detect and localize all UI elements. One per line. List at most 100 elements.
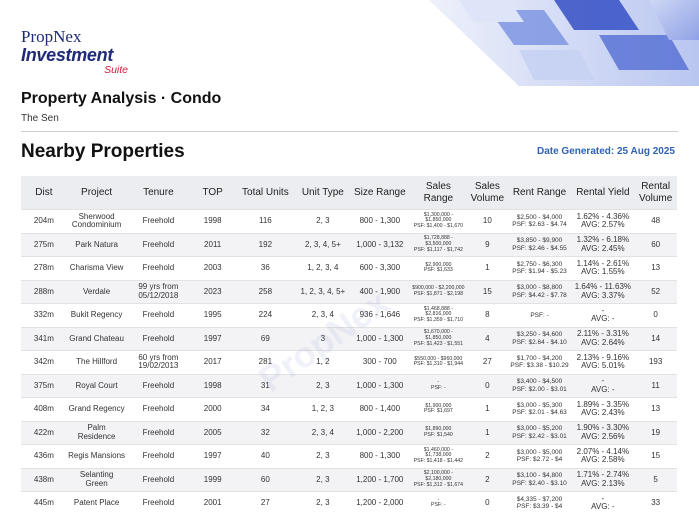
table-cell: 0 (467, 373, 508, 398)
header-decoration (369, 0, 699, 86)
table-cell: 1997 (190, 326, 236, 351)
table-cell: - AVG: - (571, 303, 635, 327)
table-cell: 1, 2, 3, 4, 5+ (295, 279, 350, 304)
table-cell: 32 (235, 420, 296, 445)
table-cell: Park Natura (66, 232, 127, 257)
table-cell: 34 (235, 397, 296, 421)
table-cell: 1.32% - 6.18% AVG: 2.45% (571, 232, 635, 257)
table-cell: Freehold (126, 373, 191, 398)
table-cell: 2, 3 (295, 373, 350, 398)
table-cell: 258 (235, 279, 296, 304)
table-cell: $550,000 - $960,000 PSF: $1,310 - $1,944 (409, 350, 468, 374)
table-cell: 2011 (190, 232, 236, 257)
table-cell: 1999 (190, 467, 236, 492)
column-header: Rent Range (507, 176, 572, 210)
table-cell: 342m (21, 350, 67, 374)
table-cell: 2, 3 (295, 491, 350, 515)
table-cell: 8 (467, 303, 508, 327)
table-cell: 1995 (190, 303, 236, 327)
table-cell: $3,400 - $4,500 PSF: $2.00 - $3.01 (507, 373, 572, 398)
table-cell: Palm Residence (66, 420, 127, 445)
table-cell: - PSF: - (409, 373, 468, 398)
table-cell: Grand Regency (66, 397, 127, 421)
table-cell: 40 (235, 444, 296, 468)
table-cell: $4,335 - $7,200 PSF: $3.39 - $4 (507, 491, 572, 515)
table-cell: 60 (235, 467, 296, 492)
table-cell: $1,728,888 - $3,500,000 PSF: $1,117 - $1,… (409, 232, 468, 257)
column-header: Rental Yield (571, 176, 635, 210)
table-cell: 1,200 - 2,000 (350, 491, 410, 515)
table-cell: 99 yrs from 05/12/2018 (126, 279, 191, 304)
table-cell: 224 (235, 303, 296, 327)
table-cell: 2 (467, 467, 508, 492)
table-cell: 936 - 1,646 (350, 303, 410, 327)
table-body: 204m Sherwood Condominium Freehold 1998 116 2… (21, 209, 677, 515)
table-cell: 2.07% - 4.14% AVG: 2.58% (571, 444, 635, 468)
table-cell: 1 (467, 256, 508, 280)
table-cell: 438m (21, 467, 67, 492)
table-cell: 11 (634, 373, 677, 398)
table-cell: 1.89% - 3.35% AVG: 2.43% (571, 397, 635, 421)
table-cell: 2 (467, 444, 508, 468)
table-cell: 1.62% - 4.36% AVG: 2.57% (571, 209, 635, 233)
table-cell: $1,890,000 PSF: $1,540 (409, 420, 468, 445)
table-cell: 60 yrs from 19/02/2013 (126, 350, 191, 374)
date-generated: Date Generated: 25 Aug 2025 (536, 146, 675, 157)
table-cell: 1,000 - 1,300 (350, 373, 410, 398)
table-cell: - PSF: - (409, 491, 468, 515)
table-cell: 288m (21, 279, 67, 304)
table-cell: 1997 (190, 444, 236, 468)
table-cell: 1, 2, 3 (295, 397, 350, 421)
page-subtitle: The Sen (21, 113, 59, 124)
table-cell: 445m (21, 491, 67, 515)
table-cell: 2.13% - 9.16% AVG: 5.01% (571, 350, 635, 374)
table-row: 408m Grand Regency Freehold 2000 34 1, 2, 3 80… (21, 397, 677, 421)
column-header: Unit Type (295, 176, 350, 210)
table-cell: Freehold (126, 209, 191, 233)
table-cell: 1.71% - 2.74% AVG: 2.13% (571, 467, 635, 492)
page-title: Property Analysis · Condo (21, 90, 222, 107)
table-cell: 1,000 - 1,300 (350, 326, 410, 351)
table-row: 341m Grand Chateau Freehold 1997 69 3 1,000 - … (21, 326, 677, 351)
table-cell: $3,000 - $5,000 PSF: $2.72 - $4 (507, 444, 572, 468)
table-cell: $2,500 - $4,000 PSF: $2.63 - $4.74 (507, 209, 572, 233)
table-cell: 192 (235, 232, 296, 257)
column-header: Rental Volume (634, 176, 677, 210)
table-cell: 69 (235, 326, 296, 351)
table-cell: 33 (634, 491, 677, 515)
table-cell: 1,000 - 2,200 (350, 420, 410, 445)
table-cell: $3,000 - $5,200 PSF: $2.42 - $3.01 (507, 420, 572, 445)
table-cell: 0 (634, 303, 677, 327)
table-cell: 422m (21, 420, 67, 445)
table-cell: $3,000 - $5,300 PSF: $2.01 - $4.63 (507, 397, 572, 421)
table-cell: Freehold (126, 232, 191, 257)
table-cell: 48 (634, 209, 677, 233)
table-cell: 2023 (190, 279, 236, 304)
table-cell: The Hillford (66, 350, 127, 374)
decorative-shapes (429, 0, 699, 86)
table-cell: $1,468,888 - $2,816,000 PSF: $1,359 - $1,… (409, 303, 468, 327)
table-cell: Selanting Green (66, 467, 127, 492)
table-cell: - AVG: - (571, 373, 635, 398)
table-cell: 2, 3, 4 (295, 303, 350, 327)
table-cell: 332m (21, 303, 67, 327)
table-cell: 52 (634, 279, 677, 304)
table-cell: 408m (21, 397, 67, 421)
table-cell: Patent Place (66, 491, 127, 515)
column-header: Size Range (350, 176, 410, 210)
table-cell: Regis Mansions (66, 444, 127, 468)
table-cell: 2.11% - 3.31% AVG: 2.64% (571, 326, 635, 351)
column-header: Sales Volume (467, 176, 508, 210)
table-cell: 2, 3 (295, 444, 350, 468)
table-cell: 600 - 3,300 (350, 256, 410, 280)
table-cell: $1,670,000 - $1,850,000 PSF: $1,423 - $1,… (409, 326, 468, 351)
table-cell: $2,750 - $6,300 PSF: $1.94 - $5.23 (507, 256, 572, 280)
table-cell: 1 (467, 420, 508, 445)
table-cell: Bukit Regency (66, 303, 127, 327)
table-cell: 3 (295, 326, 350, 351)
table-header-row: Dist Project Tenure TOP Total Units Unit Type… (21, 176, 677, 210)
table-cell: 2, 3 (295, 467, 350, 492)
table-cell: $1,900,000 PSF: $1,697 (409, 397, 468, 421)
table-cell: 1.90% - 3.30% AVG: 2.56% (571, 420, 635, 445)
